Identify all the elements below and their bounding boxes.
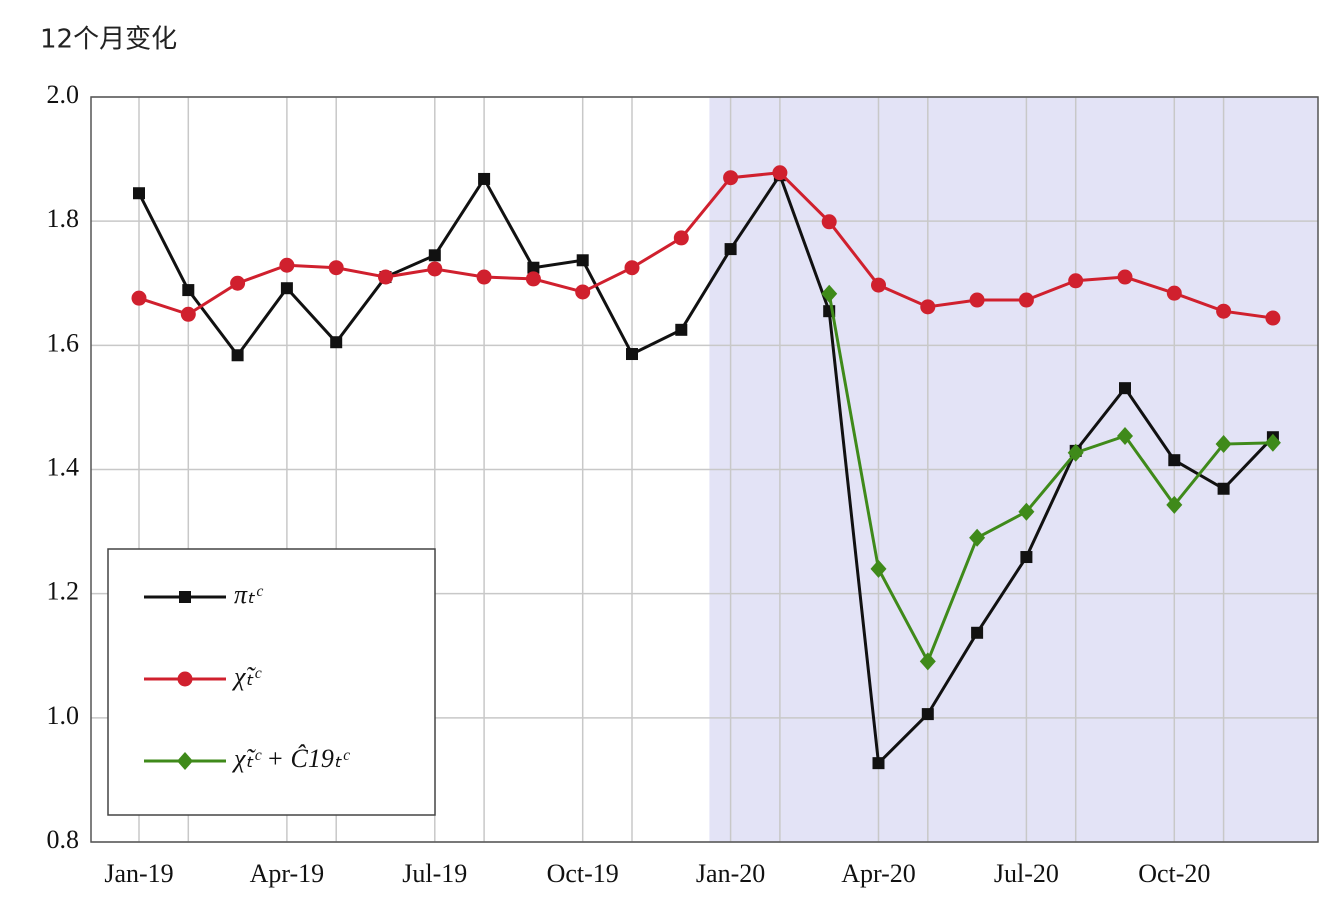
chart-title: 12个月变化 bbox=[40, 25, 177, 55]
marker-circle bbox=[1265, 310, 1281, 326]
marker-circle bbox=[575, 284, 591, 300]
marker-square bbox=[1168, 454, 1181, 467]
x-tick-label: Apr-20 bbox=[841, 859, 916, 888]
y-tick-label: 1.8 bbox=[47, 204, 80, 233]
x-tick-label: Oct-19 bbox=[547, 859, 619, 888]
marker-circle bbox=[624, 260, 640, 276]
marker-circle bbox=[180, 306, 196, 322]
marker-circle bbox=[279, 257, 295, 273]
legend-label: χ̃ₜᶜ bbox=[231, 662, 262, 691]
marker-square bbox=[428, 249, 441, 262]
marker-circle bbox=[772, 165, 788, 181]
series-line bbox=[137, 171, 1274, 767]
marker-square bbox=[971, 626, 984, 639]
legend-label: πₜᶜ bbox=[234, 580, 264, 609]
marker-diamond bbox=[177, 752, 193, 770]
marker-circle bbox=[131, 290, 147, 306]
x-tick-label: Jul-20 bbox=[994, 859, 1059, 888]
marker-square bbox=[1217, 482, 1230, 495]
y-tick-label: 1.0 bbox=[47, 701, 80, 730]
marker-square bbox=[675, 323, 688, 336]
marker-diamond bbox=[969, 528, 986, 547]
marker-square bbox=[133, 187, 145, 200]
marker-circle bbox=[328, 260, 344, 276]
marker-circle bbox=[871, 277, 886, 293]
x-tick-label: Oct-20 bbox=[1138, 859, 1210, 888]
marker-diamond bbox=[870, 559, 887, 578]
marker-circle bbox=[525, 271, 541, 287]
marker-circle bbox=[1117, 269, 1133, 285]
y-tick-label: 1.6 bbox=[47, 328, 80, 357]
marker-circle bbox=[378, 269, 393, 285]
marker-diamond bbox=[1117, 426, 1133, 445]
marker-square bbox=[182, 284, 195, 297]
series-line bbox=[827, 293, 1273, 665]
marker-diamond bbox=[821, 284, 838, 303]
marker-circle bbox=[1216, 303, 1232, 319]
marker-circle bbox=[920, 299, 936, 315]
marker-diamond bbox=[1067, 443, 1084, 462]
y-tick-label: 2.0 bbox=[47, 80, 80, 109]
marker-circle bbox=[821, 214, 837, 230]
marker-square bbox=[576, 254, 589, 267]
marker-diamond bbox=[1166, 495, 1183, 514]
marker-circle bbox=[1018, 292, 1034, 308]
marker-square bbox=[231, 349, 244, 362]
marker-circle bbox=[427, 261, 443, 277]
marker-square bbox=[872, 757, 885, 770]
marker-circle bbox=[1068, 273, 1084, 289]
marker-square bbox=[724, 243, 737, 256]
series-line bbox=[138, 171, 1274, 320]
x-tick-label: Jan-20 bbox=[696, 859, 765, 888]
marker-square bbox=[921, 708, 934, 721]
x-tick-label: Jul-19 bbox=[402, 859, 467, 888]
marker-square bbox=[478, 172, 491, 185]
marker-circle bbox=[177, 671, 193, 687]
marker-square bbox=[280, 282, 293, 295]
y-tick-label: 0.8 bbox=[47, 825, 80, 854]
marker-circle bbox=[673, 230, 689, 246]
plot-frame bbox=[90, 96, 1319, 843]
legend-box bbox=[107, 548, 436, 816]
y-tick-label: 1.2 bbox=[47, 577, 80, 606]
marker-diamond bbox=[919, 652, 936, 671]
x-tick-label: Jan-19 bbox=[104, 859, 173, 888]
marker-circle bbox=[476, 269, 492, 285]
marker-circle bbox=[969, 292, 985, 308]
marker-diamond bbox=[1215, 435, 1232, 454]
legend: πₜᶜ χ̃ₜᶜ χ̃ₜᶜ + Ĉ19ₜᶜ bbox=[107, 548, 436, 816]
marker-diamond bbox=[1264, 433, 1281, 452]
y-tick-label: 1.4 bbox=[47, 452, 80, 481]
marker-square bbox=[1020, 551, 1033, 564]
marker-square bbox=[626, 348, 638, 361]
marker-diamond bbox=[1018, 502, 1035, 521]
marker-square bbox=[527, 261, 540, 274]
marker-square bbox=[330, 336, 343, 349]
legend-label: χ̃ₜᶜ + Ĉ19ₜᶜ bbox=[231, 744, 350, 773]
x-tick-label: Apr-19 bbox=[250, 859, 325, 888]
marker-square bbox=[1119, 382, 1131, 395]
marker-circle bbox=[230, 275, 246, 291]
marker-circle bbox=[1166, 285, 1182, 301]
marker-square bbox=[179, 591, 191, 603]
marker-circle bbox=[723, 170, 739, 186]
